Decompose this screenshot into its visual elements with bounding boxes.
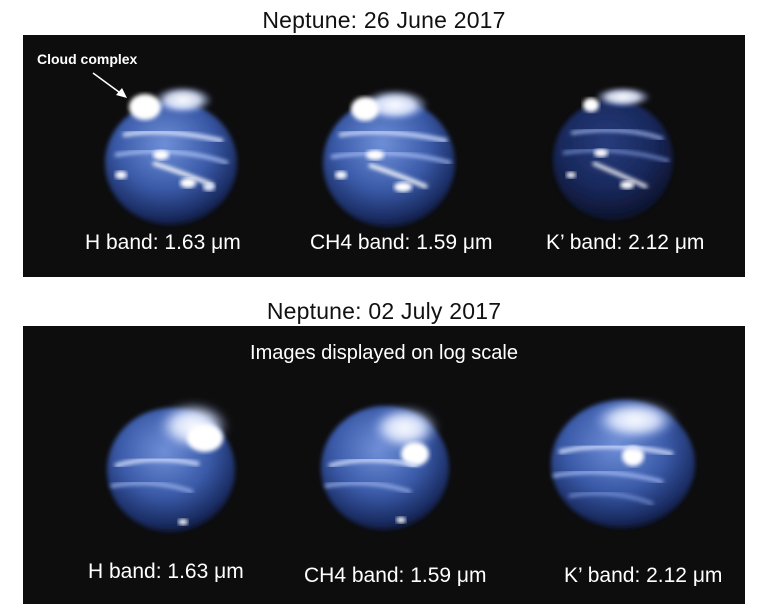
band-label-ch4-june: CH4 band: 1.59 μm xyxy=(310,231,493,255)
panel-july-02: Images displayed on log scale H band: 1.… xyxy=(23,326,745,604)
neptune-k-band-july xyxy=(551,400,695,528)
log-scale-note: Images displayed on log scale xyxy=(250,342,518,365)
band-label-k-june: K’ band: 2.12 μm xyxy=(546,231,704,255)
callout-arrow xyxy=(93,73,127,98)
band-label-k-july: K’ band: 2.12 μm xyxy=(564,564,722,588)
neptune-ch4-band-july xyxy=(321,406,449,530)
cloud-complex-label: Cloud complex xyxy=(37,51,137,67)
band-label-ch4-july: CH4 band: 1.59 μm xyxy=(304,564,487,588)
neptune-k-band-june xyxy=(553,87,673,220)
neptune-h-band-july xyxy=(107,402,235,532)
title-june-26: Neptune: 26 June 2017 xyxy=(0,7,768,34)
band-label-h-june: H band: 1.63 μm xyxy=(85,231,241,255)
panel-june-26: Cloud complex H band: 1.63 μm CH4 band: … xyxy=(23,35,745,277)
band-label-h-july: H band: 1.63 μm xyxy=(88,560,244,584)
title-july-02: Neptune: 02 July 2017 xyxy=(0,298,768,325)
neptune-h-band-june xyxy=(105,86,237,225)
neptune-ch4-band-june xyxy=(323,89,455,227)
